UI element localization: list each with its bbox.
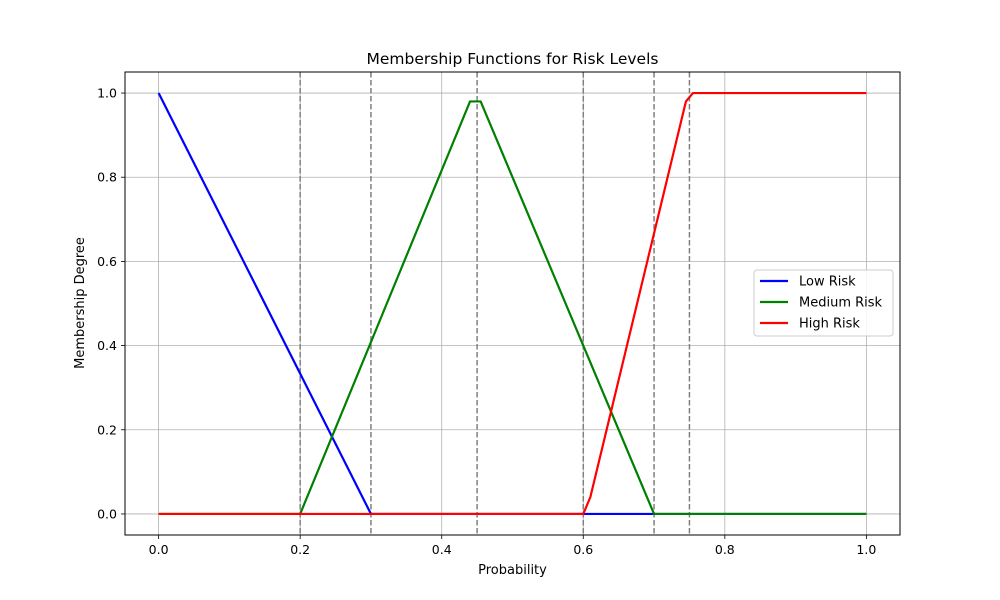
legend: Low Risk Medium Risk High Risk [753,269,894,337]
legend-label-2: High Risk [799,317,860,332]
y-tick-label-4: 0.8 [97,170,117,185]
chart-title: Membership Functions for Risk Levels [367,50,659,68]
reference-lines [299,72,691,535]
x-tick-label-5: 1.0 [856,542,876,557]
plot-frame [124,71,901,536]
y-tick-label-0: 0.0 [97,506,117,521]
series-line-2 [158,91,867,516]
series-lines [157,91,867,516]
x-tick-label-0: 0.0 [149,542,169,557]
axis-ticks: 0.0 0.2 0.4 0.6 0.8 1.0 0.0 0.2 0.4 0.6 0.8 1.0 [97,86,876,557]
x-tick-label-1: 0.2 [290,542,310,557]
x-tick-label-3: 0.6 [573,542,593,557]
y-axis-label: Membership Degree [73,237,88,369]
y-tick-label-2: 0.4 [97,338,117,353]
legend-label-1: Medium Risk [799,296,883,311]
x-tick-label-2: 0.4 [432,542,452,557]
legend-box [753,269,894,337]
y-tick-label-1: 0.2 [97,422,117,437]
y-tick-label-3: 0.6 [97,254,117,269]
y-tick-label-5: 1.0 [97,86,117,101]
x-axis-label: Probability [478,563,547,578]
x-tick-label-4: 0.8 [715,542,735,557]
legend-label-0: Low Risk [799,275,856,290]
